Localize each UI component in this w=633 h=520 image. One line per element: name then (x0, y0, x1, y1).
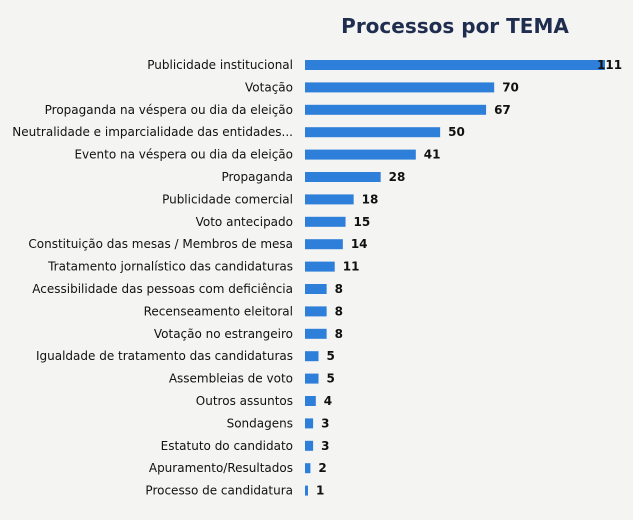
value-label: 50 (448, 125, 465, 139)
category-label: Estatuto do candidato (161, 439, 293, 453)
category-label: Publicidade comercial (162, 192, 293, 206)
value-label: 28 (389, 170, 406, 184)
bar (305, 418, 314, 429)
value-label: 18 (362, 192, 379, 206)
category-label: Votação no estrangeiro (154, 327, 293, 341)
bar (305, 104, 487, 115)
bar (305, 82, 495, 93)
value-label: 8 (335, 304, 343, 318)
bar (305, 172, 381, 182)
value-label: 8 (335, 282, 343, 296)
category-label: Assembleias de voto (169, 372, 293, 386)
value-label: 15 (354, 215, 371, 229)
bar (305, 261, 335, 272)
bar (305, 373, 319, 384)
value-label: 1 (316, 484, 324, 498)
bar (305, 284, 327, 294)
value-label: 70 (502, 80, 519, 94)
category-label: Neutralidade e imparcialidade das entida… (12, 125, 293, 139)
category-label: Sondagens (227, 416, 293, 430)
bar (305, 239, 343, 250)
category-label: Voto antecipado (196, 215, 293, 229)
value-label: 4 (324, 394, 332, 408)
value-label: 41 (424, 148, 441, 162)
bar (305, 60, 605, 70)
bar (305, 463, 311, 474)
category-label: Outros assuntos (196, 394, 293, 408)
category-label: Evento na véspera ou dia da eleição (74, 148, 293, 162)
bar (305, 440, 314, 451)
category-label: Acessibilidade das pessoas com deficiênc… (32, 282, 293, 296)
category-label: Propaganda na véspera ou dia da eleição (45, 103, 293, 117)
value-label: 2 (318, 461, 326, 475)
category-label: Recenseamento eleitoral (144, 304, 293, 318)
category-label: Publicidade institucional (147, 58, 293, 72)
value-label: 8 (335, 327, 343, 341)
category-label: Igualdade de tratamento das candidaturas (36, 349, 293, 363)
value-label: 67 (494, 103, 511, 117)
category-label: Propaganda (221, 170, 293, 184)
value-label: 5 (327, 349, 335, 363)
value-label: 3 (321, 416, 329, 430)
category-label: Votação (245, 80, 293, 94)
chart-title: Processos por TEMA (341, 14, 569, 38)
bar (305, 216, 346, 227)
bar (305, 194, 354, 205)
value-label: 5 (327, 372, 335, 386)
bar (305, 396, 316, 406)
value-label: 111 (597, 58, 622, 72)
value-label: 3 (321, 439, 329, 453)
bar (305, 306, 327, 317)
bar (305, 328, 327, 339)
category-label: Apuramento/Resultados (149, 461, 293, 475)
bar (305, 127, 441, 138)
value-label: 14 (351, 237, 368, 251)
category-label: Processo de candidatura (145, 484, 293, 498)
category-label: Tratamento jornalístico das candidaturas (47, 260, 293, 274)
category-label: Constituição das mesas / Membros de mesa (28, 237, 293, 251)
bar (305, 351, 319, 362)
value-label: 11 (343, 260, 360, 274)
bar (305, 149, 416, 160)
bar (305, 485, 308, 496)
